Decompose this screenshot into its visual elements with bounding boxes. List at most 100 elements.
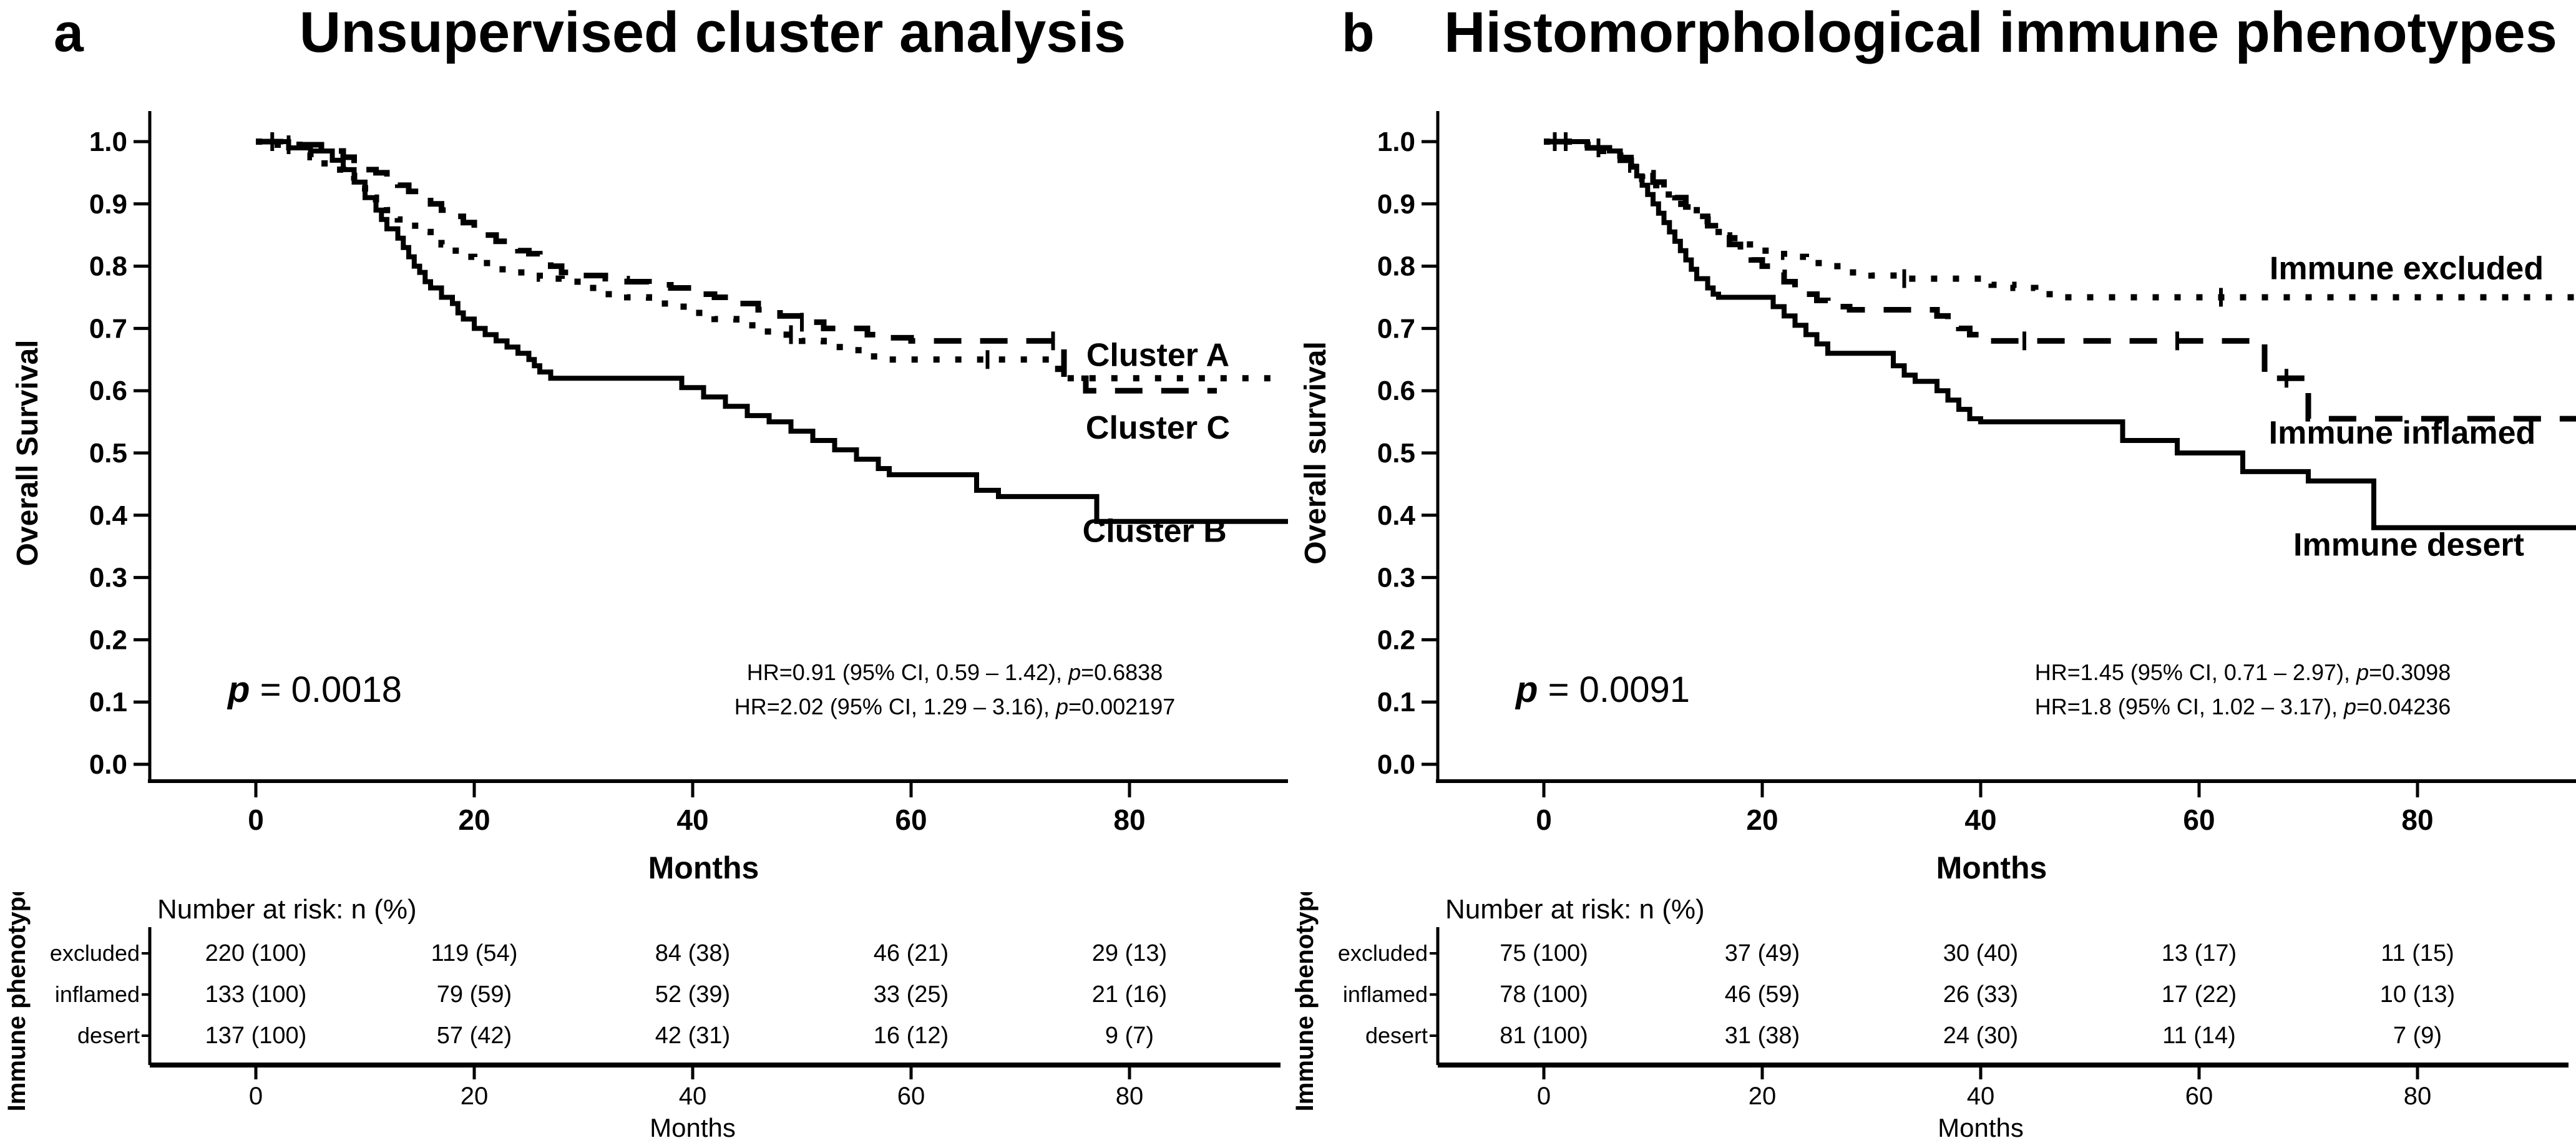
curve-label-cluster-a: Cluster A xyxy=(1086,337,1229,373)
risk-table-header: Number at risk: n (%) xyxy=(1445,894,1705,925)
panel-letter: a xyxy=(54,3,84,63)
x-axis-title: Months xyxy=(1936,850,2047,885)
risk-x-tick-label: 40 xyxy=(1967,1082,1995,1110)
curve-label-immune-inflamed: Immune inflamed xyxy=(2269,415,2536,451)
panel-title: Unsupervised cluster analysis xyxy=(299,1,1126,64)
y-tick-label: 0.8 xyxy=(1377,251,1415,282)
x-tick-label: 0 xyxy=(248,804,264,836)
risk-value: 78 (100) xyxy=(1500,981,1588,1008)
x-tick-label: 80 xyxy=(2401,804,2433,836)
risk-table-header: Number at risk: n (%) xyxy=(157,894,417,925)
y-tick-label: 0.1 xyxy=(89,687,127,718)
risk-table-b: Number at risk: n (%) Immune phenotype exc… xyxy=(1291,892,2569,1142)
risk-value: 137 (100) xyxy=(205,1023,307,1049)
x-axis-title: Months xyxy=(648,850,759,885)
km-curve-cluster-b xyxy=(256,139,1288,524)
km-curve-immune-excluded xyxy=(1544,139,2576,301)
risk-value: 81 (100) xyxy=(1500,1023,1588,1049)
x-tick-label: 80 xyxy=(1113,804,1145,836)
curve-label-immune-excluded: Immune excluded xyxy=(2270,251,2544,287)
hr-annotation-line: HR=1.8 (95% CI, 1.02 – 3.17), p=0.04236 xyxy=(2035,694,2451,719)
y-tick-label: 0.9 xyxy=(1377,189,1415,220)
y-tick-label: 0.7 xyxy=(1377,313,1415,344)
y-axis-title: Overall Survival xyxy=(11,340,44,567)
risk-value: 79 (59) xyxy=(437,981,512,1008)
y-tick-label: 0.6 xyxy=(89,376,127,406)
risk-value: 133 (100) xyxy=(205,981,307,1008)
risk-value: 17 (22) xyxy=(2162,981,2237,1008)
x-tick-label: 0 xyxy=(1536,804,1552,836)
risk-value: 11 (14) xyxy=(2162,1023,2236,1049)
risk-value: 13 (17) xyxy=(2162,940,2237,966)
risk-row-label: inflamed xyxy=(1343,981,1428,1007)
y-tick-label: 0.0 xyxy=(89,749,127,780)
x-tick-label: 60 xyxy=(2183,804,2215,836)
risk-row-label: desert xyxy=(77,1023,140,1048)
y-axis-title: Overall survival xyxy=(1299,341,1332,565)
risk-value: 24 (30) xyxy=(1943,1023,2018,1049)
risk-value: 7 (9) xyxy=(2393,1023,2442,1049)
risk-value: 84 (38) xyxy=(655,940,730,966)
risk-value: 29 (13) xyxy=(1092,940,1167,966)
y-tick-label: 0.6 xyxy=(1377,376,1415,406)
risk-value: 42 (31) xyxy=(655,1023,730,1049)
curve-label-cluster-b: Cluster B xyxy=(1083,513,1227,550)
risk-value: 37 (49) xyxy=(1725,940,1800,966)
risk-x-tick-label: 0 xyxy=(249,1082,263,1110)
y-tick-label: 0.3 xyxy=(1377,563,1415,593)
km-curve-cluster-c xyxy=(256,139,1217,394)
risk-value: 16 (12) xyxy=(874,1023,949,1049)
km-curve-immune-desert xyxy=(1544,139,2576,530)
y-tick-label: 1.0 xyxy=(89,127,127,157)
y-tick-label: 0.3 xyxy=(89,563,127,593)
x-tick-label: 20 xyxy=(458,804,490,836)
x-tick-label: 60 xyxy=(895,804,927,836)
hr-annotation-line: HR=2.02 (95% CI, 1.29 – 3.16), p=0.00219… xyxy=(734,694,1176,719)
risk-row-label: inflamed xyxy=(55,981,140,1007)
risk-x-tick-label: 80 xyxy=(1116,1082,1144,1110)
risk-value: 52 (39) xyxy=(655,981,730,1008)
hr-annotation-line: HR=1.45 (95% CI, 0.71 – 2.97), p=0.3098 xyxy=(2035,659,2451,685)
risk-x-tick-label: 20 xyxy=(1749,1082,1777,1110)
risk-row-label: excluded xyxy=(50,940,140,966)
y-tick-label: 0.0 xyxy=(1377,749,1415,780)
risk-value: 21 (16) xyxy=(1092,981,1167,1008)
y-tick-label: 0.5 xyxy=(89,438,127,469)
y-tick-label: 0.4 xyxy=(89,500,128,531)
y-tick-label: 0.9 xyxy=(89,189,127,220)
x-tick-label: 40 xyxy=(1964,804,1996,836)
risk-value: 11 (15) xyxy=(2381,940,2454,966)
risk-x-tick-label: 60 xyxy=(2185,1082,2213,1110)
risk-value: 46 (21) xyxy=(874,940,949,966)
panel-histomorphological-immune-phenotypes: b Histomorphological immune phenotypes 1… xyxy=(1288,0,2576,1148)
km-curve-immune-inflamed xyxy=(1544,139,2576,422)
y-tick-label: 0.4 xyxy=(1377,500,1416,531)
hr-annotation-line: HR=0.91 (95% CI, 0.59 – 1.42), p=0.6838 xyxy=(747,659,1163,685)
y-tick-label: 0.5 xyxy=(1377,438,1415,469)
risk-row-label: desert xyxy=(1365,1023,1428,1048)
y-tick-label: 0.7 xyxy=(89,313,127,344)
risk-x-tick-label: 20 xyxy=(461,1082,489,1110)
km-plot-b: 1.0 0.9 0.8 0.7 0.6 0.5 0.4 0.3 0.2 0.1 0.0 0 20 40 60… xyxy=(1299,111,2576,885)
km-plot-a: 1.0 0.9 0.8 0.7 0.6 0.5 0.4 0.3 0.2 0.1 0.0 0 20 40 60… xyxy=(11,111,1288,885)
p-value: p = 0.0018 xyxy=(227,669,402,710)
panel-unsupervised-cluster-analysis: a Unsupervised cluster analysis 1.0 0.9 0.… xyxy=(3,1,1288,1142)
risk-table-y-title: Immune phenotype xyxy=(1291,892,1319,1111)
risk-table-a: Number at risk: n (%) Immune phenotype exc… xyxy=(3,892,1281,1142)
risk-value: 26 (33) xyxy=(1943,981,2018,1008)
x-tick-label: 40 xyxy=(676,804,708,836)
risk-x-tick-label: 0 xyxy=(1537,1082,1551,1110)
risk-x-tick-label: 60 xyxy=(897,1082,925,1110)
curve-label-cluster-c: Cluster C xyxy=(1086,410,1230,446)
risk-x-tick-label: 40 xyxy=(679,1082,707,1110)
y-tick-label: 1.0 xyxy=(1377,127,1415,157)
risk-row-label: excluded xyxy=(1338,940,1428,966)
curve-label-immune-desert: Immune desert xyxy=(2293,527,2524,563)
risk-value: 10 (13) xyxy=(2380,981,2455,1008)
p-value: p = 0.0091 xyxy=(1515,669,1690,710)
risk-x-tick-label: 80 xyxy=(2404,1082,2432,1110)
risk-value: 31 (38) xyxy=(1725,1023,1800,1049)
risk-x-axis-title: Months xyxy=(1938,1113,2024,1142)
risk-x-axis-title: Months xyxy=(650,1113,736,1142)
y-tick-label: 0.1 xyxy=(1377,687,1415,718)
